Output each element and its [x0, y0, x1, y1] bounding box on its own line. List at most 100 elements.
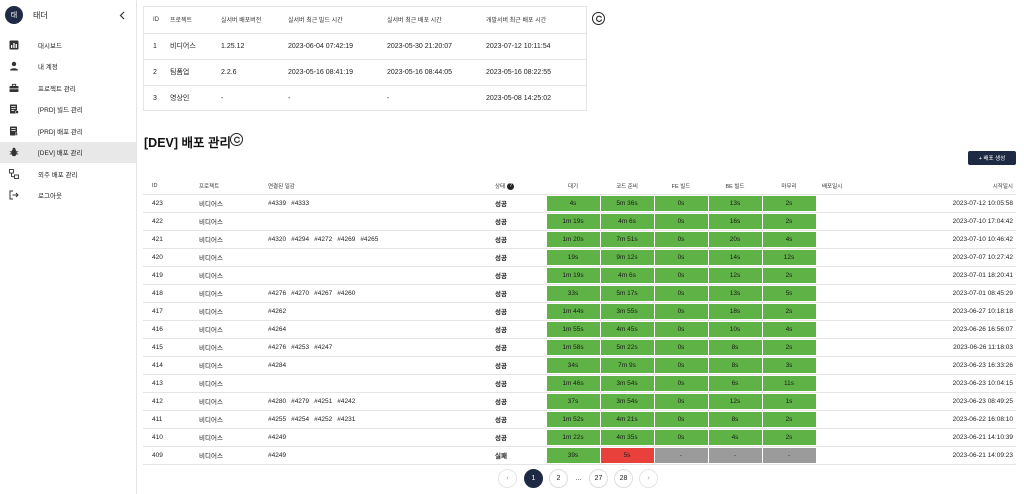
page-button-27[interactable]: 27: [589, 468, 608, 488]
stage-finish: 3s: [762, 357, 816, 373]
deploy-features: #4339 #4333: [268, 194, 495, 213]
feature-link[interactable]: #4276: [268, 343, 287, 351]
feature-link[interactable]: #4267: [314, 289, 333, 297]
stage-be-build: 10s: [708, 321, 762, 337]
feature-link[interactable]: #4242: [337, 397, 356, 405]
table-row[interactable]: 422 비디어스 성공 1m 19s 4m 6s 0s 16s 2s 2023-07-10 17…: [143, 212, 1016, 231]
deploy-features: #4249: [268, 428, 495, 447]
sidebar-item-label: 대시보드: [38, 42, 62, 50]
sidebar-item-logout[interactable]: 로그아웃: [0, 185, 136, 207]
prev-page-button[interactable]: ‹: [498, 468, 517, 488]
feature-link[interactable]: #4255: [268, 415, 287, 423]
summary-row[interactable]: 3 영상인 - - - 2023-05-08 14:25:02: [144, 85, 586, 111]
feature-link[interactable]: #4276: [268, 289, 287, 297]
refresh-dev-button[interactable]: [230, 133, 243, 146]
feature-link[interactable]: #4249: [268, 433, 287, 441]
next-page-button[interactable]: ›: [639, 468, 658, 488]
sidebar-item-person[interactable]: 내 계정: [0, 56, 136, 78]
page-button-2[interactable]: 2: [549, 468, 568, 488]
stage-code: 4m 6s: [600, 267, 654, 283]
feature-link[interactable]: #4260: [337, 289, 356, 297]
table-row[interactable]: 418 비디어스 #4276 #4270 #4267 #4260 성공 33s 5m 17s 0s…: [143, 284, 1016, 303]
sidebar-item-build[interactable]: [PRD] 빌드 관리: [0, 99, 136, 121]
feature-link[interactable]: #4249: [268, 451, 287, 459]
table-row[interactable]: 421 비디어스 #4320 #4294 #4272 #4269 #4265 성공 1m 20s…: [143, 230, 1016, 249]
sidebar-item-briefcase[interactable]: 프로젝트 관리: [0, 77, 136, 99]
sidebar-item-label: 외주 배포 관리: [38, 171, 78, 179]
feature-link[interactable]: #4269: [337, 235, 356, 243]
feature-link[interactable]: #4284: [268, 361, 287, 369]
stage-be-build: 8s: [708, 411, 762, 427]
stage-wait-cell: 1m 19s: [546, 212, 600, 231]
summary-row[interactable]: 2 팀폼업 2.2.6 2023-05-16 08:41:19 2023-05-16 0…: [144, 59, 586, 86]
stage-fe-build-cell: 0s: [654, 284, 708, 303]
feature-link[interactable]: #4253: [291, 343, 310, 351]
stage-code-cell: 5m 17s: [600, 284, 654, 303]
feature-link[interactable]: #4272: [314, 235, 333, 243]
deploy-project: 비디어스: [199, 428, 268, 447]
refresh-summary-button[interactable]: [592, 12, 605, 25]
page-button-28[interactable]: 28: [614, 468, 633, 488]
stage-finish: 2s: [762, 429, 816, 445]
stage-wait-cell: 33s: [546, 284, 600, 303]
table-row[interactable]: 417 비디어스 #4262 성공 1m 44s 3m 55s 0s 18s 2s 2023-06…: [143, 302, 1016, 321]
deploy-time: [816, 194, 883, 213]
stage-code: 4m 21s: [600, 411, 654, 427]
refresh-icon: [595, 15, 602, 22]
feature-link[interactable]: #4247: [314, 343, 333, 351]
table-row[interactable]: 414 비디어스 #4284 성공 34s 7m 9s 0s 8s 3s 2023-06-23 1…: [143, 356, 1016, 375]
feature-link[interactable]: #4339: [268, 199, 287, 207]
summary-row[interactable]: 1 비디어스 1.25.12 2023-06-04 07:42:19 2023-05-3…: [144, 33, 586, 60]
help-icon[interactable]: ?: [507, 182, 515, 190]
feature-link[interactable]: #4294: [291, 235, 310, 243]
feature-link[interactable]: #4280: [268, 397, 287, 405]
table-row[interactable]: 413 비디어스 성공 1m 46s 3m 54s 0s 6s 11s 2023-06-23 1…: [143, 374, 1016, 393]
table-row[interactable]: 416 비디어스 #4264 성공 1m 55s 4m 45s 0s 10s 4s 2023-06…: [143, 320, 1016, 339]
chevron-left-icon[interactable]: [117, 9, 127, 21]
feature-link[interactable]: #4279: [291, 397, 310, 405]
table-row[interactable]: 415 비디어스 #4276 #4253 #4247 성공 1m 58s 5m 22s 0s 8s…: [143, 338, 1016, 357]
avatar[interactable]: 태: [5, 6, 23, 24]
deploy-time: [816, 392, 883, 411]
feature-link[interactable]: #4254: [291, 415, 310, 423]
feature-link[interactable]: #4262: [268, 307, 287, 315]
stage-be-build: 18s: [708, 303, 762, 319]
build-icon: [9, 104, 19, 115]
stage-wait-cell: 34s: [546, 356, 600, 375]
start-time: 2023-07-01 18:20:41: [883, 266, 1016, 285]
feature-link[interactable]: #4270: [291, 289, 310, 297]
table-row[interactable]: 419 비디어스 성공 1m 19s 4m 6s 0s 12s 2s 2023-07-01 18…: [143, 266, 1016, 285]
start-time: 2023-06-23 10:04:15: [883, 374, 1016, 393]
feature-link[interactable]: #4265: [360, 235, 379, 243]
stage-wait-cell: 4s: [546, 194, 600, 213]
stage-finish-cell: 2s: [762, 194, 816, 213]
feature-link[interactable]: #4251: [314, 397, 333, 405]
sidebar-item-label: 프로젝트 관리: [38, 85, 76, 93]
deploy-features: #4255 #4254 #4252 #4231: [268, 410, 495, 429]
deploy-project: 비디어스: [199, 212, 268, 231]
deploy-features: [268, 248, 495, 267]
feature-link[interactable]: #4264: [268, 325, 287, 333]
stage-wait-cell: 1m 52s: [546, 410, 600, 429]
feature-link[interactable]: #4320: [268, 235, 287, 243]
start-time: 2023-06-23 16:33:26: [883, 356, 1016, 375]
feature-link[interactable]: #4333: [291, 199, 310, 207]
feature-link[interactable]: #4231: [337, 415, 356, 423]
stage-wait: 33s: [546, 285, 600, 301]
feature-link[interactable]: #4252: [314, 415, 333, 423]
start-time: 2023-07-10 10:46:42: [883, 230, 1016, 249]
sidebar-item-outsource[interactable]: 외주 배포 관리: [0, 163, 136, 185]
sidebar-item-deploy[interactable]: [PRD] 배포 관리: [0, 120, 136, 142]
table-row[interactable]: 412 비디어스 #4280 #4279 #4251 #4242 성공 37s 3m 54s 0s…: [143, 392, 1016, 411]
table-row[interactable]: 410 비디어스 #4249 성공 1m 22s 4m 35s 0s 4s 2s 2023-06-…: [143, 428, 1016, 447]
table-row[interactable]: 420 비디어스 성공 19s 9m 12s 0s 14s 12s 2023-07-07 10:…: [143, 248, 1016, 267]
table-row[interactable]: 411 비디어스 #4255 #4254 #4252 #4231 성공 1m 52s 4m 21…: [143, 410, 1016, 429]
stage-be-build-cell: 10s: [708, 320, 762, 339]
table-row[interactable]: 423 비디어스 #4339 #4333 성공 4s 5m 36s 0s 13s 2s 2023-0…: [143, 194, 1016, 213]
table-row[interactable]: 409 비디어스 #4249 실패 39s 5s - - -2023-06-21 14:09:2…: [143, 446, 1016, 465]
sidebar-item-bug[interactable]: [DEV] 배포 관리: [0, 141, 136, 163]
create-deploy-button[interactable]: + 배포 생성: [968, 151, 1016, 165]
deploy-time: [816, 302, 883, 321]
sidebar-item-chart[interactable]: 대시보드: [0, 34, 136, 56]
page-button-1[interactable]: 1: [524, 468, 543, 488]
